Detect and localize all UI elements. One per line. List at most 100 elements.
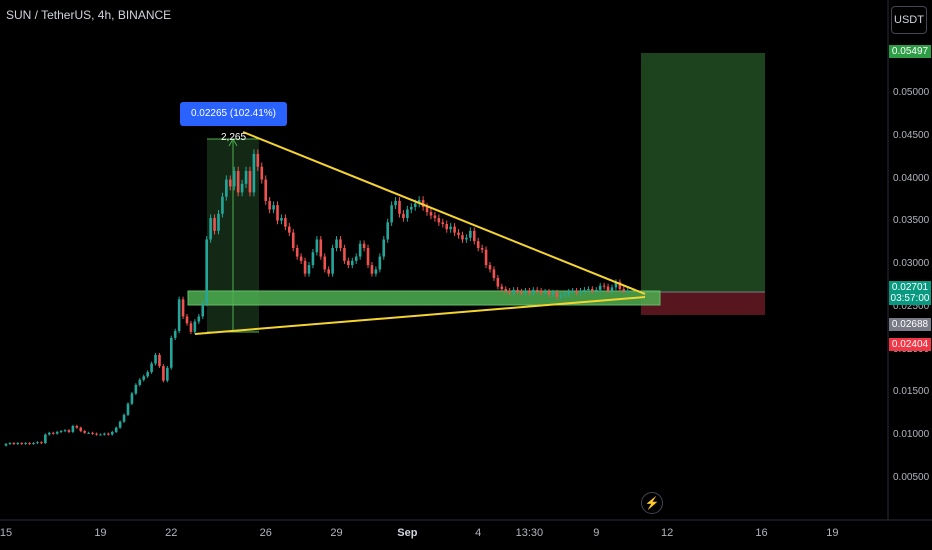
candle-body [118, 421, 122, 428]
candle-body [480, 248, 484, 250]
candle-body [288, 226, 291, 233]
price-tick-label: 0.04500 [893, 129, 930, 141]
candle-body [575, 290, 578, 293]
candle-body [606, 286, 610, 291]
price-tick-label: 0.02500 [893, 300, 930, 312]
candle-body [413, 203, 417, 207]
candle-body [386, 222, 389, 240]
candle-body [622, 289, 626, 291]
candle-body [71, 425, 75, 432]
candle-body [567, 291, 571, 295]
candle-body [571, 290, 574, 292]
candle-body [378, 256, 382, 270]
candle-body [594, 289, 598, 291]
candle-body [146, 372, 149, 377]
candle-body [453, 226, 456, 233]
candle-body [587, 289, 590, 291]
candle-body [512, 289, 515, 293]
candle-body [531, 289, 535, 293]
candle-body [484, 249, 488, 266]
candle-body [539, 290, 543, 293]
candle-body [197, 316, 201, 322]
candle-body [134, 384, 138, 394]
candle-body [445, 224, 449, 230]
candle-body [276, 205, 279, 221]
candle-body [107, 433, 110, 435]
stop-price-value: 0.02404 [891, 339, 929, 350]
time-tick-label: 16 [755, 527, 768, 539]
candle-body [154, 354, 157, 364]
gray-price-tag: 0.02688 [889, 318, 931, 331]
candle-body [67, 430, 71, 432]
candle-body [547, 291, 551, 295]
candle-body [284, 218, 287, 227]
candle-body [40, 442, 43, 444]
candle-body [272, 205, 275, 210]
price-tick-label: 0.04000 [893, 172, 930, 184]
candle-body [406, 209, 409, 219]
candle-body [425, 206, 429, 213]
candle-body [358, 243, 362, 257]
candle-body [59, 431, 63, 433]
candle-body [335, 239, 338, 248]
candle-body [390, 205, 393, 223]
candle-body [268, 200, 271, 210]
candle-body [457, 232, 460, 236]
candle-body [44, 434, 47, 444]
candle-body [225, 179, 228, 197]
candle-body [461, 235, 464, 240]
candle-body [311, 252, 315, 266]
candle-body [315, 239, 319, 253]
candle-body [303, 260, 307, 274]
descending-trendline [242, 131, 646, 295]
candle-body [87, 432, 90, 434]
candle-body [504, 289, 508, 291]
candle-body [500, 286, 504, 290]
price-tick-label: 0.01500 [893, 386, 930, 398]
candle-body [83, 431, 86, 433]
candle-body [327, 269, 330, 274]
candle-body [429, 212, 433, 216]
currency-button[interactable]: USDT [891, 6, 927, 34]
candle-body [114, 427, 118, 432]
candle-body [181, 299, 185, 317]
candle-body [350, 260, 354, 266]
candle-body [75, 425, 79, 428]
time-tick-label: Sep [397, 527, 418, 539]
lightning-icon[interactable]: ⚡ [641, 492, 663, 514]
candle-body [236, 171, 240, 193]
long-position-profit-zone [641, 53, 765, 292]
candle-body [374, 269, 378, 274]
candle-body [366, 248, 370, 266]
candle-body [126, 403, 130, 415]
candle-body [280, 218, 283, 221]
target-price-tag: 0.05497 [889, 45, 931, 58]
last-price-value: 0.02701 [891, 282, 929, 293]
candle-body [4, 443, 8, 446]
candle-body [150, 363, 153, 373]
candle-body [228, 179, 232, 187]
candle-body [331, 248, 334, 274]
candle-body [398, 200, 401, 214]
support-zone [187, 290, 661, 306]
candle-body [602, 285, 606, 287]
candle-body [543, 291, 547, 293]
candle-body [205, 239, 208, 304]
candle-body [465, 237, 468, 240]
measure-label: 0.02265 (102.41%) 2,265 [180, 102, 287, 143]
candle-body [209, 218, 212, 240]
chart-title: SUN / TetherUS, 4h, BINANCE [6, 8, 172, 22]
candles-group [4, 149, 630, 447]
candle-body [189, 323, 193, 332]
candle-body [618, 282, 622, 290]
ascending-trendline [194, 296, 646, 335]
candle-body [158, 354, 161, 367]
candle-body [614, 282, 618, 288]
price-tick-label: 0.00500 [893, 472, 930, 483]
candle-body [252, 153, 256, 193]
candle-body [610, 287, 614, 291]
candle-body [362, 243, 366, 248]
candle-body [524, 290, 527, 293]
candle-body [264, 179, 268, 201]
